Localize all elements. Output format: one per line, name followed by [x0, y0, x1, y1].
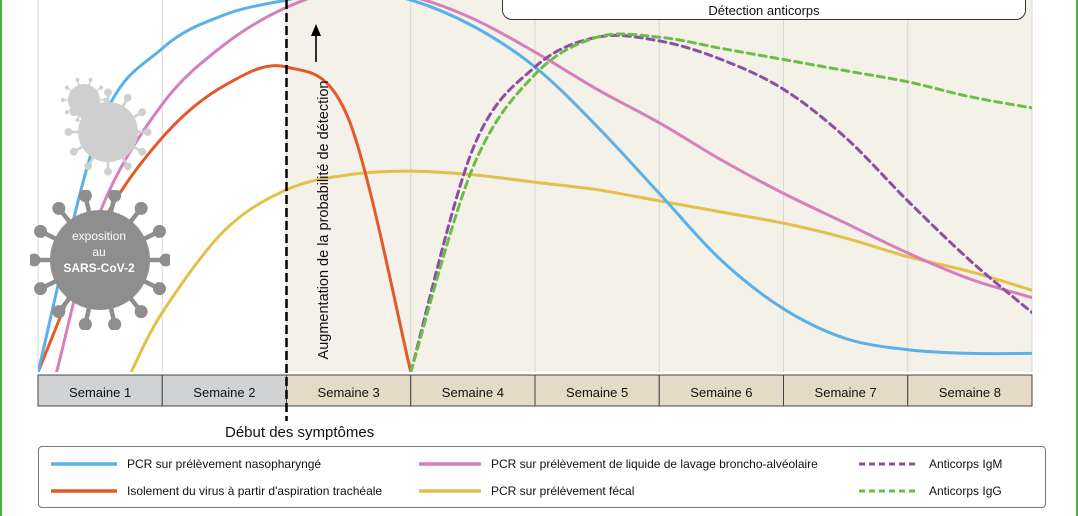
virus-spike-tip	[138, 108, 147, 117]
legend-label: Anticorps IgG	[929, 484, 1002, 498]
series-line-1	[55, 0, 1032, 372]
legend-item-igm: Anticorps IgM	[859, 457, 1002, 471]
virus-body	[78, 102, 138, 162]
virus-large-icon	[30, 190, 170, 330]
virus-body	[50, 210, 150, 310]
week-cell	[907, 374, 1033, 407]
virus-spike-tip	[88, 77, 93, 82]
week-label: Semaine 2	[193, 385, 255, 400]
legend-item-bal: PCR sur prélèvement de liquide de lavage…	[419, 457, 818, 471]
virus-spike-tip	[108, 190, 122, 203]
virus-spike-tip	[134, 305, 148, 319]
exposure-label: exposition au SARS-CoV-2	[36, 228, 162, 276]
virus-spike-tip	[30, 253, 41, 267]
antibody-detection-banner: Détection anticorps	[502, 0, 1026, 20]
exposure-line-3: SARS-CoV-2	[63, 261, 135, 275]
legend-label: PCR sur prélèvement de liquide de lavage…	[491, 457, 818, 471]
virus-spike-tip	[34, 224, 48, 238]
virus-small-fg	[60, 77, 152, 176]
legend-label: Anticorps IgM	[929, 457, 1003, 471]
series-line-5	[409, 32, 1032, 372]
legend-label: Isolement du virus à partir d'aspiration…	[127, 484, 383, 498]
week-cell	[658, 374, 784, 407]
virus-spike-tip	[159, 253, 170, 267]
legend-label: PCR sur prélèvement fécal	[491, 484, 635, 498]
virus-spike-tip	[64, 128, 73, 136]
virus-spike-tip	[52, 305, 66, 319]
virus-spike-tip	[123, 162, 132, 171]
week-label: Semaine 7	[815, 385, 877, 400]
symptom-onset-label: Début des symptômes	[225, 424, 375, 441]
week-label: Semaine 8	[939, 385, 1001, 400]
week-label: Semaine 4	[442, 385, 504, 400]
virus-spike-tip	[99, 85, 104, 90]
legend-item-fecal: PCR sur prélèvement fécal	[419, 484, 634, 498]
series-line-3	[129, 169, 1032, 372]
detection-arrow-head	[311, 24, 321, 36]
virus-spike-tip	[152, 224, 166, 238]
virus-spike-tip	[84, 93, 93, 102]
virus-spike-tip	[69, 108, 78, 117]
legend: PCR sur prélèvement nasopharyngé Isoleme…	[38, 446, 1046, 508]
exposure-line-2: au	[92, 245, 106, 259]
week-cell	[37, 374, 163, 407]
virus-small-icon	[60, 77, 152, 176]
exposure-line-1: exposition	[71, 229, 127, 243]
virus-spike-tip	[108, 317, 122, 330]
legend-item-virus-isolation: Isolement du virus à partir d'aspiration…	[51, 484, 382, 498]
virus-spike-tip	[69, 147, 78, 156]
virus-spike-tip	[123, 93, 132, 102]
virus-spike-tip	[60, 97, 65, 103]
virus-large-shape	[30, 190, 170, 330]
virus-spike-tip	[34, 282, 48, 296]
virus-spike-tip	[78, 190, 92, 203]
week-label: Semaine 3	[318, 385, 380, 400]
virus-spike-tip	[78, 317, 92, 330]
week-cell	[783, 374, 909, 407]
series-line-4	[409, 33, 1032, 372]
virus-spike-tip	[64, 85, 69, 90]
week-cell	[534, 374, 660, 407]
virus-spike-tip	[64, 110, 69, 115]
series-line-0	[38, 0, 1032, 372]
virus-spike-tip	[75, 118, 80, 123]
virus-spike-tip	[104, 167, 112, 176]
virus-spike-tip	[52, 201, 66, 215]
week-label: Semaine 1	[69, 385, 131, 400]
virus-spike-tip	[152, 282, 166, 296]
week-label: Semaine 6	[690, 385, 752, 400]
legend-item-igg: Anticorps IgG	[859, 484, 1002, 498]
virus-spike-tip	[84, 162, 93, 171]
virus-spike-tip	[75, 77, 80, 82]
detection-probability-label: Augmentation de la probabilité de détect…	[316, 80, 332, 360]
virus-spike-tip	[143, 128, 152, 136]
legend-label: PCR sur prélèvement nasopharyngé	[127, 457, 322, 471]
virus-spike-tip	[134, 201, 148, 215]
legend-item-nasopharyngeal: PCR sur prélèvement nasopharyngé	[51, 457, 321, 471]
virus-spike-tip	[104, 88, 112, 97]
virus-spike-tip	[138, 147, 147, 156]
week-label: Semaine 5	[566, 385, 628, 400]
virus-spike-tip	[103, 97, 108, 103]
